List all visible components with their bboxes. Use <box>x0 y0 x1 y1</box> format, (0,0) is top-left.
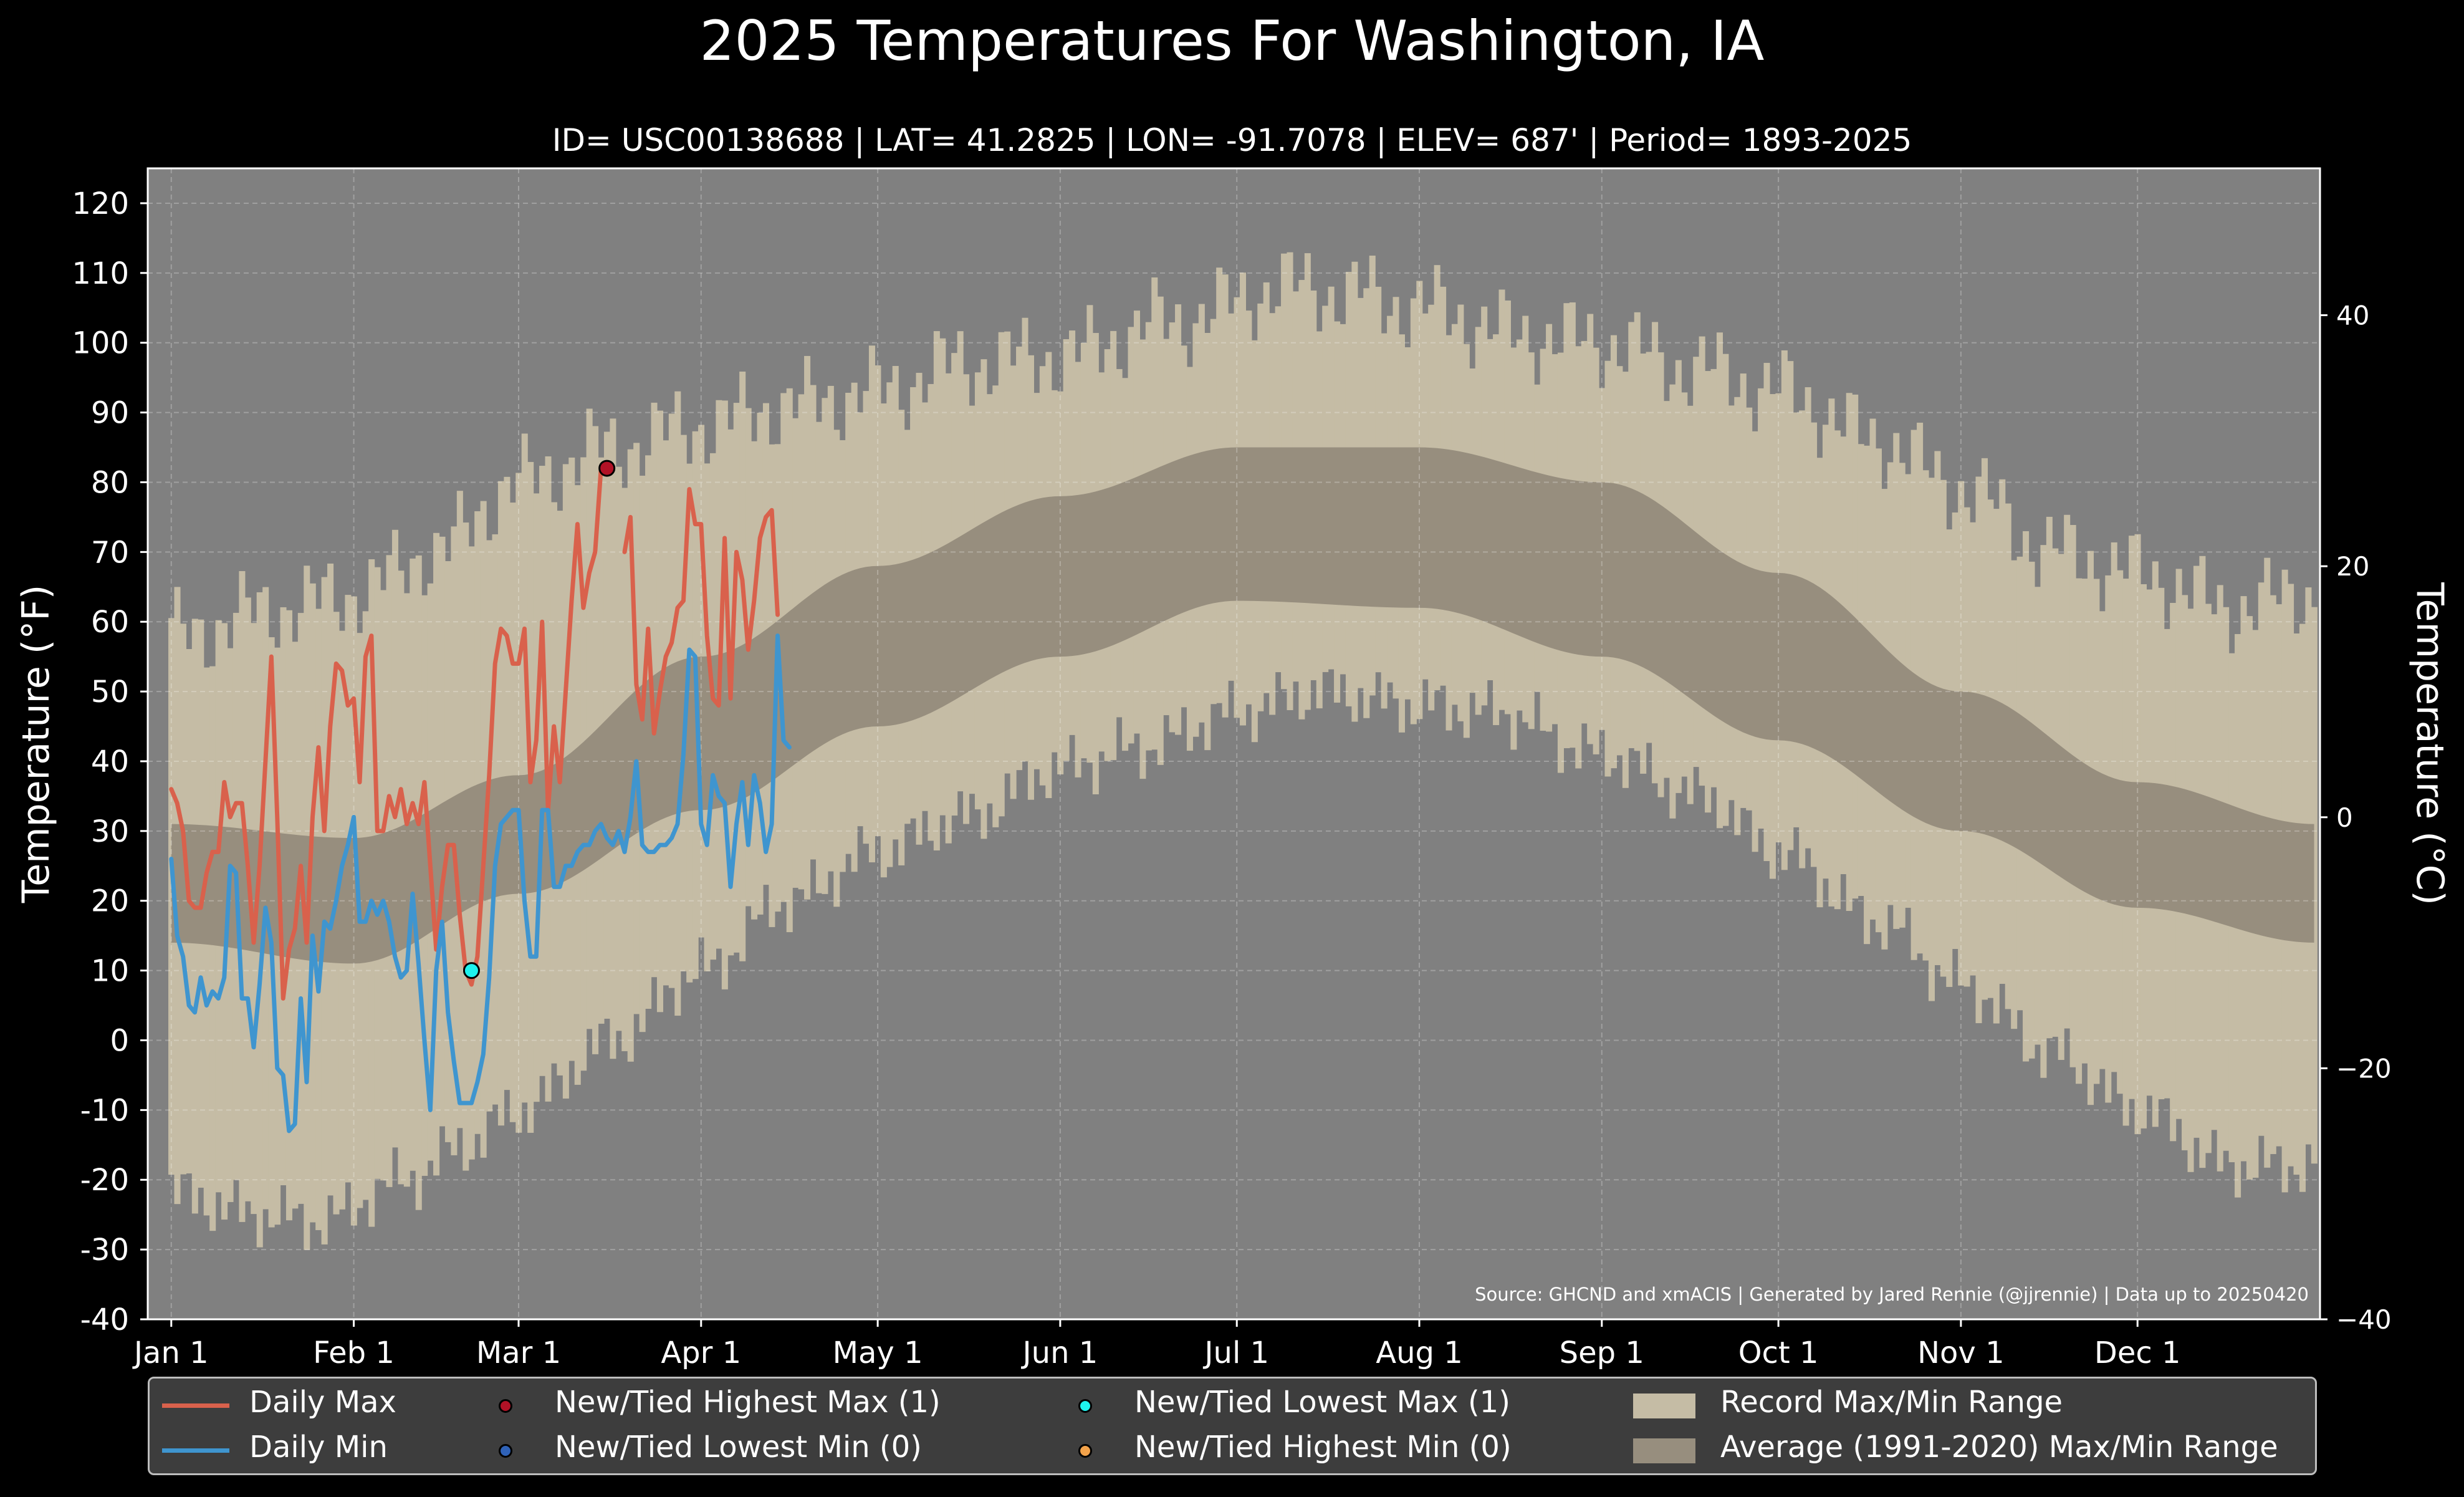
legend-label: Record Max/Min Range <box>1720 1385 2063 1420</box>
y-tick-label: 80 <box>91 465 129 500</box>
daily-max-line <box>169 466 603 1001</box>
normal-range-area <box>171 447 2314 964</box>
legend-label: Daily Max <box>249 1385 396 1420</box>
new-tied-highest-max-marker <box>598 460 616 477</box>
x-axis: Jan 1 Feb 1 Mar 1 Apr 1 May 1 Jun 1 Jul 1 Aug 1… <box>132 1319 2181 1370</box>
record-markers <box>463 460 616 980</box>
x-tick-label: Oct 1 <box>1738 1336 1819 1370</box>
record-range-bar <box>521 433 528 1103</box>
y-tick-label: -20 <box>80 1163 129 1198</box>
x-tick-label: Mar 1 <box>476 1336 561 1370</box>
legend-marker-swatch <box>499 1399 512 1413</box>
legend-line-swatch <box>162 1403 229 1408</box>
y-tick-label: 70 <box>91 535 129 570</box>
y-axis-label: Temperature (°F) <box>14 585 58 903</box>
y-axis-right: −40 −20 0 20 40 <box>2320 301 2392 1335</box>
x-tick-label: Dec 1 <box>2094 1336 2181 1370</box>
plot-frame <box>146 167 2321 1321</box>
daily-series <box>169 466 792 1134</box>
y-tick-label: 60 <box>91 605 129 640</box>
legend: Daily Max Daily Min New/Tied Highest Max (… <box>148 1377 2317 1475</box>
y-tick-label: 100 <box>72 326 129 361</box>
legend-marker-swatch <box>1078 1444 1092 1458</box>
legend-label: Average (1991-2020) Max/Min Range <box>1720 1430 2278 1465</box>
y-tick-label: -30 <box>80 1233 129 1268</box>
normal-range-band <box>171 447 2314 964</box>
x-tick-label: Jun 1 <box>1020 1336 1098 1370</box>
legend-label: New/Tied Lowest Max (1) <box>1134 1385 1510 1420</box>
y-tick-label: 10 <box>91 954 129 989</box>
y2-tick-label: 40 <box>2336 301 2369 331</box>
y-tick-label: 120 <box>72 186 129 221</box>
legend-label: New/Tied Highest Min (0) <box>1134 1430 1512 1465</box>
record-range-bar <box>209 666 216 1231</box>
legend-label: Daily Min <box>249 1430 388 1465</box>
y2-tick-label: 20 <box>2336 551 2369 582</box>
x-tick-label: Nov 1 <box>1917 1336 2004 1370</box>
y-tick-label: -10 <box>80 1093 129 1128</box>
legend-line-swatch <box>162 1448 229 1453</box>
chart-title: 2025 Temperatures For Washington, IA <box>699 9 1765 73</box>
legend-range-swatch <box>1633 1394 1695 1418</box>
y-tick-label: 40 <box>91 744 129 779</box>
y-tick-label: 30 <box>91 814 129 849</box>
y2-tick-label: −20 <box>2336 1053 2392 1084</box>
y2-axis-label: Temperature (°C) <box>2408 582 2452 905</box>
x-tick-label: Feb 1 <box>313 1336 395 1370</box>
x-tick-label: Jan 1 <box>132 1336 209 1370</box>
legend-range-swatch <box>1633 1438 1695 1463</box>
y-tick-label: 110 <box>72 256 129 291</box>
record-range-bar <box>2311 607 2318 1164</box>
y-tick-label: 0 <box>110 1023 129 1058</box>
new-tied-lowest-max-marker <box>463 962 480 980</box>
x-tick-label: Apr 1 <box>661 1336 741 1370</box>
y2-tick-label: 0 <box>2336 802 2353 833</box>
y-axis-left: -40 -30 -20 -10 0 10 20 30 40 50 60 70 80 90 100 110 120 <box>72 186 148 1337</box>
daily-min-line <box>169 633 792 1134</box>
y-tick-label: 90 <box>91 396 129 431</box>
legend-marker-swatch <box>1078 1399 1092 1413</box>
y-tick-label: 50 <box>91 675 129 710</box>
y-tick-label: 20 <box>91 884 129 919</box>
legend-marker-swatch <box>499 1444 512 1458</box>
source-note: Source: GHCND and xmACIS | Generated by … <box>1475 1284 2309 1305</box>
x-tick-label: Jul 1 <box>1202 1336 1269 1370</box>
station-metadata: ID= USC00138688 | LAT= 41.2825 | LON= -9… <box>552 122 1912 158</box>
y2-tick-label: −40 <box>2336 1304 2392 1335</box>
daily-max-line <box>622 487 780 736</box>
y-tick-label: -40 <box>80 1302 129 1337</box>
x-tick-label: Sep 1 <box>1560 1336 1644 1370</box>
legend-label: New/Tied Lowest Min (0) <box>555 1430 922 1465</box>
legend-label: New/Tied Highest Max (1) <box>555 1385 941 1420</box>
x-tick-label: May 1 <box>833 1336 923 1370</box>
record-range-bar <box>586 408 593 1029</box>
x-tick-label: Aug 1 <box>1376 1336 1463 1370</box>
